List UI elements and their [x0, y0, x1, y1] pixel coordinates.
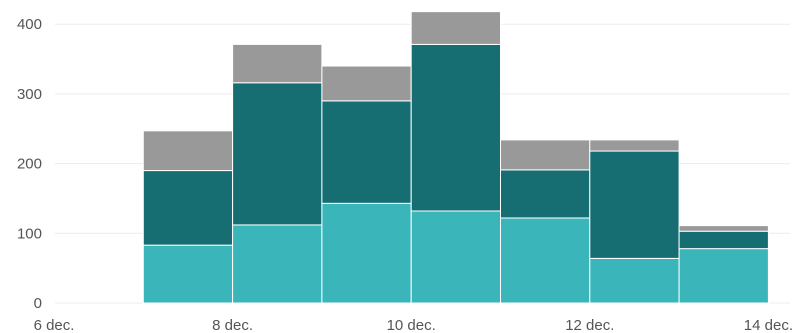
bar-segment — [410, 11, 502, 45]
bar-segment — [142, 130, 234, 172]
bar-segment — [232, 82, 323, 226]
x-axis-tick-labels: 6 dec. 8 dec. 10 dec. 12 dec. 14 dec. — [34, 317, 793, 333]
bar-segment — [321, 65, 412, 102]
bar-segment — [500, 139, 591, 171]
bar-segment — [678, 248, 769, 304]
y-tick-label: 300 — [17, 86, 42, 103]
y-tick-label: 400 — [17, 16, 42, 33]
bar-segment — [142, 170, 234, 246]
bar-segment — [589, 257, 680, 304]
bar-segment — [142, 244, 234, 304]
x-tick-label: 12 dec. — [565, 317, 614, 333]
x-tick-label: 6 dec. — [34, 317, 75, 333]
bar-segment — [321, 202, 412, 304]
bar-segment — [678, 225, 769, 232]
y-axis-tick-labels: 0 100 200 300 400 — [17, 16, 42, 312]
y-tick-label: 100 — [17, 225, 42, 242]
bar-segment — [678, 230, 769, 250]
bar-segment — [321, 100, 412, 204]
bar-segment — [232, 43, 323, 84]
x-tick-label: 8 dec. — [212, 317, 253, 333]
x-tick-label: 10 dec. — [387, 317, 436, 333]
bar-segment — [410, 43, 502, 212]
bars — [142, 11, 769, 304]
y-tick-label: 0 — [34, 295, 42, 312]
y-tick-label: 200 — [17, 156, 42, 173]
x-tick-label: 14 dec. — [744, 317, 793, 333]
bar-segment — [232, 224, 323, 304]
bar-segment — [500, 217, 591, 304]
bar-segment — [589, 139, 680, 152]
bar-segment — [589, 150, 680, 259]
bar-segment — [410, 210, 502, 304]
bar-segment — [500, 169, 591, 219]
